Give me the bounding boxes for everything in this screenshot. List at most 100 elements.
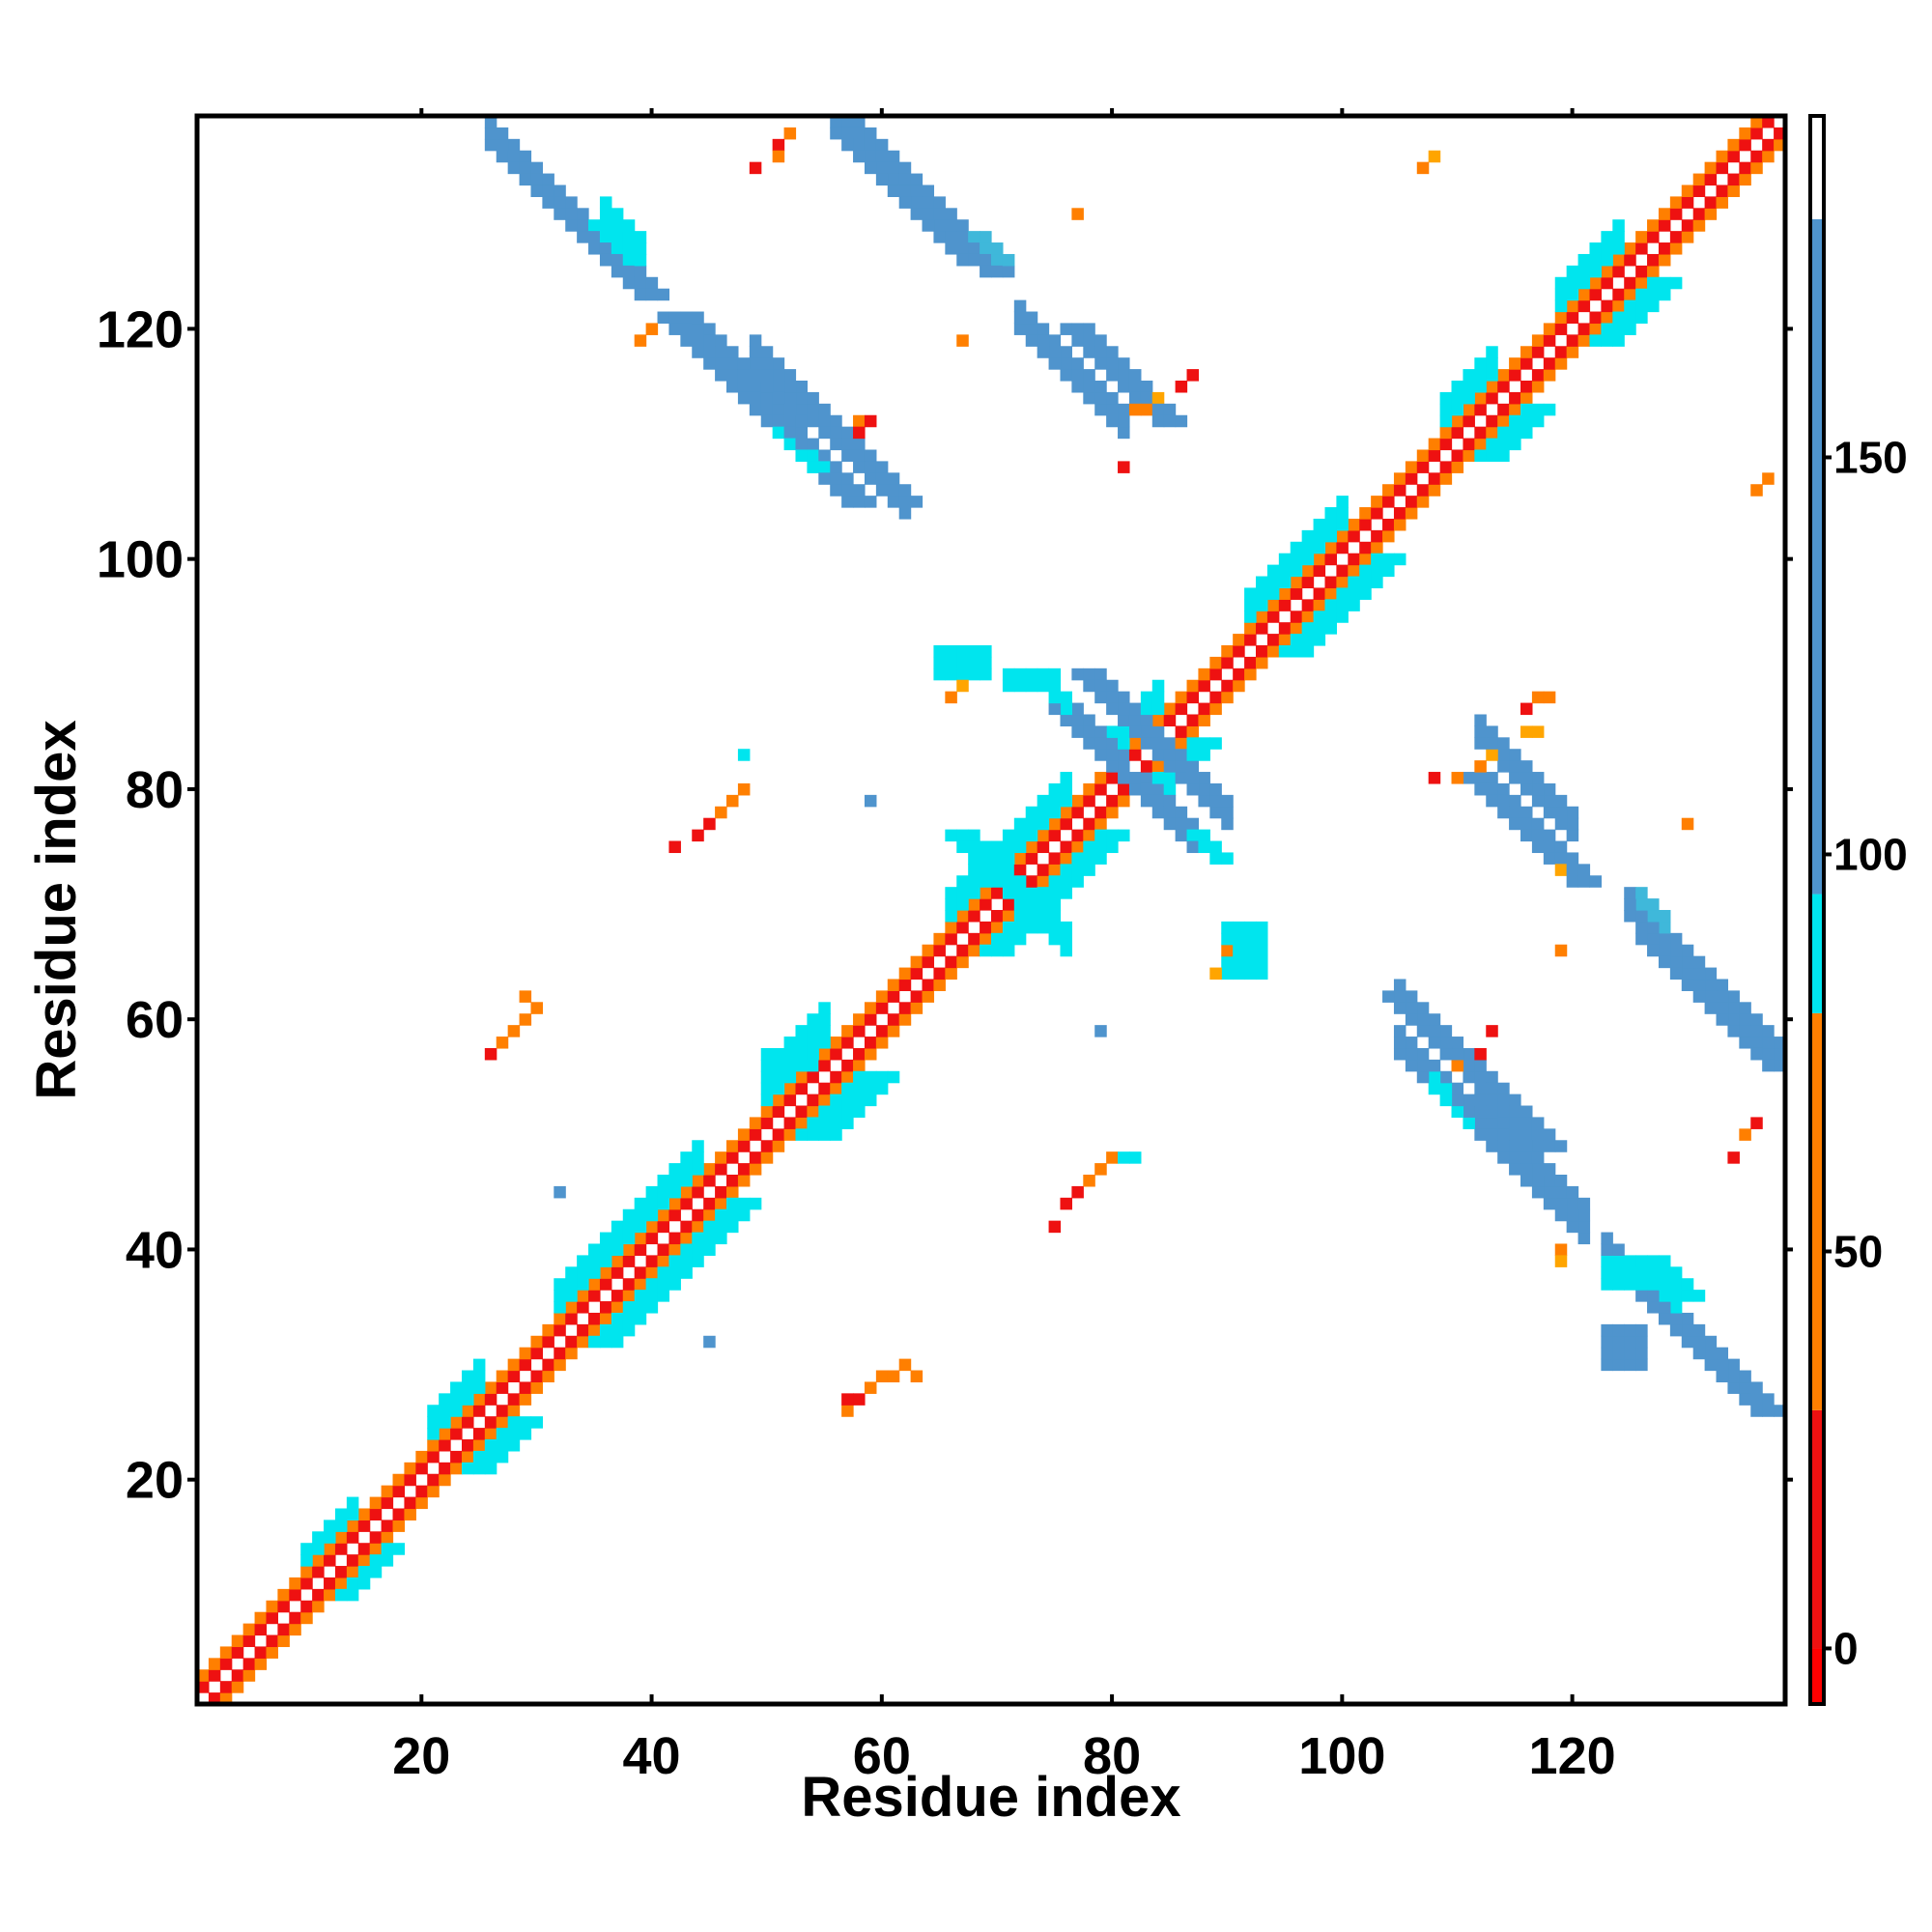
heatmap-cell: [1624, 242, 1636, 255]
heatmap-cell: [1060, 357, 1072, 370]
heatmap-cell: [462, 1393, 474, 1406]
heatmap-cell: [1037, 323, 1050, 335]
heatmap-cell: [1163, 772, 1177, 784]
heatmap-cell: [910, 1002, 923, 1014]
heatmap-cell: [1198, 794, 1210, 808]
heatmap-cell: [1669, 1290, 1683, 1302]
heatmap-cell: [1509, 426, 1521, 440]
heatmap-cell: [1382, 564, 1395, 578]
heatmap-cell: [887, 979, 900, 991]
heatmap-cell: [772, 1070, 785, 1084]
heatmap-cell: [1151, 414, 1165, 428]
heatmap-cell: [1013, 864, 1027, 876]
heatmap-cell: [1669, 196, 1683, 209]
heatmap-cell: [1140, 725, 1153, 738]
heatmap-cell: [1128, 725, 1142, 738]
heatmap-cell: [968, 840, 980, 854]
heatmap-cell: [945, 932, 957, 946]
heatmap-cell: [1716, 196, 1729, 209]
heatmap-cell: [1416, 461, 1430, 473]
y-tick-label: 80: [126, 761, 184, 819]
heatmap-cell: [1463, 1059, 1475, 1072]
heatmap-cell: [1025, 323, 1038, 335]
heatmap-cell: [1692, 955, 1706, 969]
heatmap-cell: [472, 1428, 486, 1440]
heatmap-cell: [703, 1208, 716, 1222]
heatmap-cell: [703, 1220, 716, 1234]
heatmap-cell: [1175, 806, 1188, 819]
heatmap-cell: [1140, 391, 1153, 405]
heatmap-cell: [1635, 1347, 1648, 1360]
heatmap-cell: [1681, 1278, 1694, 1291]
heatmap-cell: [1762, 1037, 1775, 1049]
heatmap-cell: [1186, 369, 1200, 382]
heatmap-cell: [1739, 1025, 1751, 1037]
heatmap-cell: [1106, 749, 1119, 761]
heatmap-cell: [1118, 691, 1130, 704]
heatmap-cell: [1509, 772, 1521, 784]
heatmap-cell: [1624, 1266, 1636, 1279]
heatmap-cell: [1301, 576, 1315, 589]
heatmap-cell: [968, 898, 980, 911]
heatmap-cell: [542, 196, 554, 209]
heatmap-cell: [1083, 334, 1095, 347]
heatmap-cell: [599, 219, 612, 232]
heatmap-cell: [864, 1002, 877, 1014]
heatmap-cell: [818, 1094, 831, 1107]
heatmap-cell: [369, 1543, 383, 1555]
heatmap-cell: [1266, 645, 1280, 658]
heatmap-cell: [542, 1323, 554, 1337]
heatmap-cell: [933, 196, 946, 209]
heatmap-cell: [1704, 208, 1718, 220]
heatmap-cell: [392, 1543, 406, 1555]
heatmap-cell: [1198, 840, 1210, 854]
heatmap-cell: [853, 1082, 866, 1095]
heatmap-cell: [945, 887, 957, 899]
heatmap-cell: [1244, 634, 1257, 646]
heatmap-cell: [864, 1070, 877, 1084]
heatmap-cell: [1543, 806, 1556, 819]
heatmap-cell: [496, 1405, 509, 1417]
heatmap-cell: [1543, 1163, 1556, 1176]
heatmap-cell: [1290, 611, 1303, 623]
heatmap-cell: [381, 1531, 394, 1544]
heatmap-cell: [749, 1197, 762, 1210]
heatmap-cell: [1393, 507, 1406, 520]
heatmap-cell: [1635, 1278, 1648, 1291]
heatmap-cell: [1256, 622, 1268, 635]
heatmap-cell: [1531, 414, 1545, 428]
heatmap-cell: [588, 1335, 601, 1349]
heatmap-cell: [1612, 334, 1625, 347]
heatmap-cell: [1635, 265, 1648, 278]
heatmap-cell: [1601, 334, 1613, 347]
colorbar-frame: [1808, 114, 1826, 1706]
heatmap-cell: [1601, 265, 1613, 278]
heatmap-cell: [1451, 1059, 1464, 1072]
heatmap-cell: [1060, 852, 1072, 865]
heatmap-cell: [1554, 1175, 1568, 1187]
heatmap-cell: [634, 288, 647, 301]
heatmap-cell: [496, 1381, 509, 1394]
heatmap-cell: [1094, 772, 1107, 784]
heatmap-cell: [1520, 772, 1533, 784]
heatmap-cell: [1531, 346, 1545, 358]
heatmap-cell: [1463, 403, 1475, 416]
heatmap-cell: [1106, 760, 1119, 773]
heatmap-cell: [1083, 725, 1095, 738]
heatmap-cell: [1359, 541, 1372, 554]
heatmap-cell: [956, 679, 969, 693]
heatmap-cell: [450, 1405, 463, 1417]
heatmap-cell: [554, 1290, 566, 1302]
heatmap-cell: [565, 1301, 578, 1314]
heatmap-cell: [1486, 438, 1498, 451]
heatmap-cell: [1393, 1047, 1406, 1061]
heatmap-cell: [956, 829, 969, 842]
heatmap-cell: [945, 955, 957, 969]
heatmap-cell: [530, 1335, 543, 1349]
heatmap-cell: [715, 357, 727, 370]
heatmap-cell: [1647, 1255, 1660, 1267]
heatmap-cell: [875, 1370, 889, 1383]
heatmap-cell: [1716, 161, 1729, 175]
heatmap-cell: [1094, 817, 1107, 831]
heatmap-cell: [760, 391, 774, 405]
